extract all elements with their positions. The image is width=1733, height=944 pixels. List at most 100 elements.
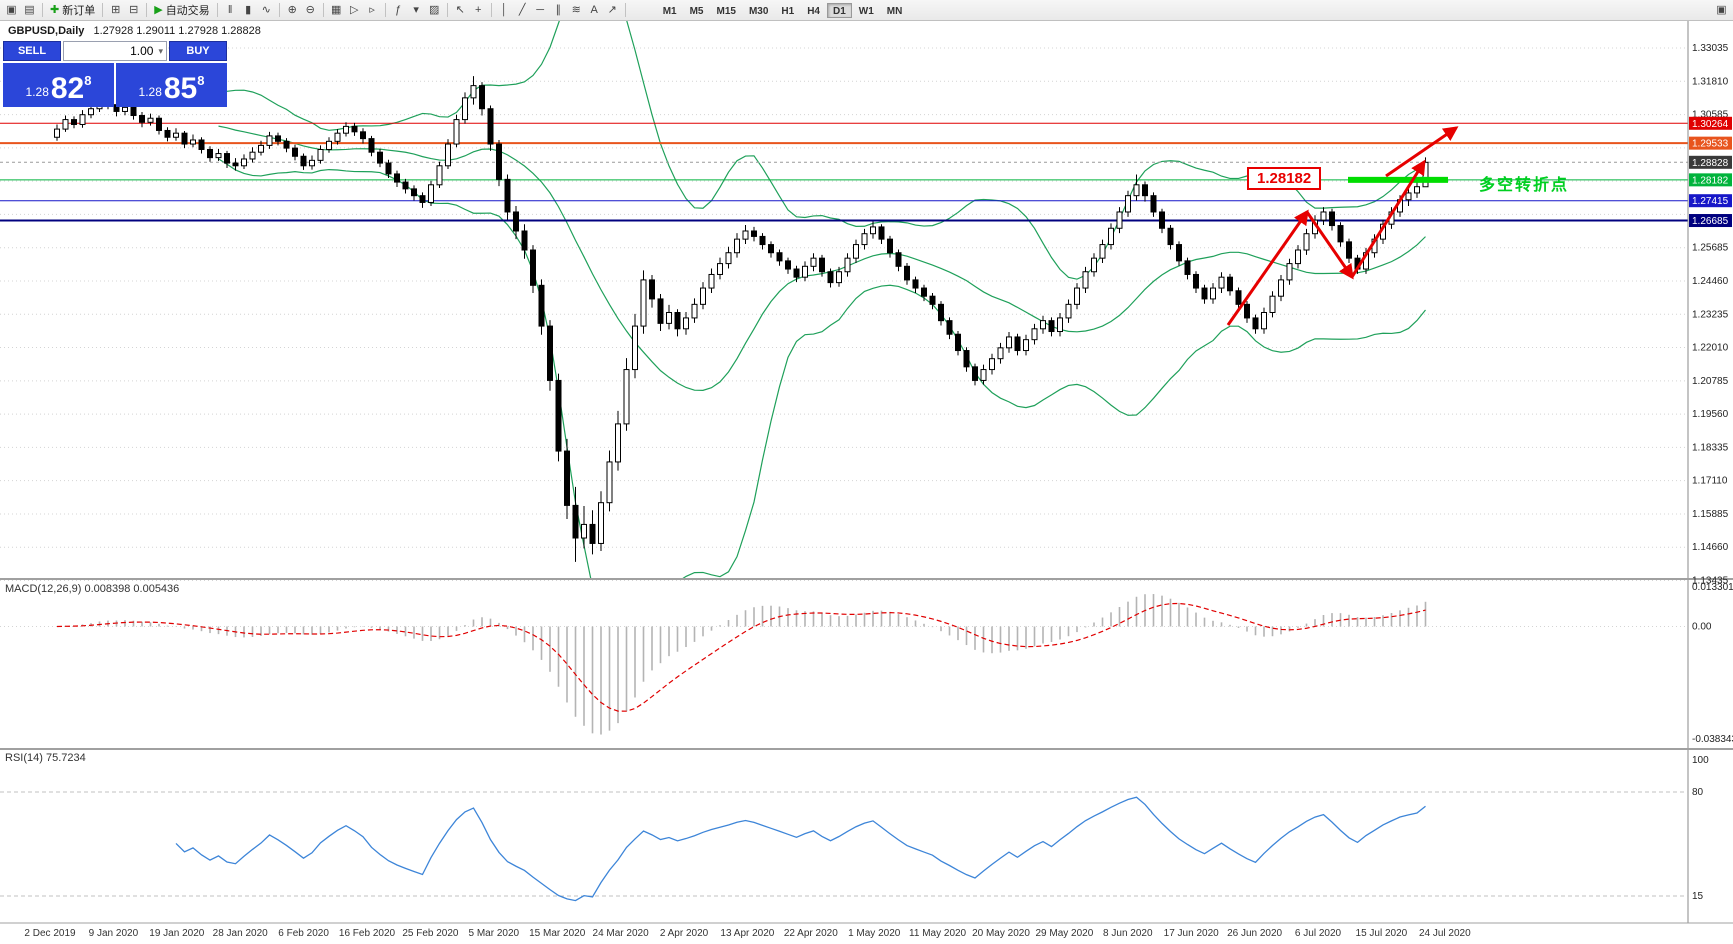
svg-text:1.28828: 1.28828	[1692, 158, 1729, 169]
vertical-line-icon: │	[500, 3, 508, 16]
bid-price-prefix: 1.28	[25, 85, 49, 99]
trendline-icon[interactable]: ╱	[514, 2, 531, 19]
svg-text:28 Jan 2020: 28 Jan 2020	[213, 928, 268, 939]
profiles-icon[interactable]: ▤	[21, 2, 38, 19]
trend-arrow[interactable]	[1385, 126, 1459, 178]
toolbar-separator	[102, 3, 104, 17]
cursor-icon[interactable]: ↖	[452, 2, 469, 19]
fibonacci-icon: ≋	[571, 3, 581, 16]
toolbar-separator	[216, 3, 218, 17]
ask-price-pips: 8	[197, 73, 205, 88]
indicators-icon[interactable]: ƒ	[390, 2, 407, 19]
chart-shift-icon[interactable]: ▹	[364, 2, 381, 19]
price-level-badge	[1689, 116, 1732, 130]
svg-text:1.13435: 1.13435	[1692, 576, 1729, 587]
svg-text:1.23235: 1.23235	[1692, 309, 1729, 320]
fibonacci-icon[interactable]: ≋	[568, 2, 585, 19]
chart-window-icon: ▣	[6, 3, 17, 16]
tile-windows-icon[interactable]: ▦	[328, 2, 345, 19]
price-annotation-label[interactable]: 1.28182	[1247, 167, 1322, 190]
timeframe-m15[interactable]: M15	[711, 3, 742, 18]
svg-text:13 Apr 2020: 13 Apr 2020	[720, 928, 774, 939]
new-order-button-label: 新订单	[62, 5, 96, 17]
svg-text:11 May 2020: 11 May 2020	[909, 928, 967, 939]
svg-text:6 Jul 2020: 6 Jul 2020	[1295, 928, 1342, 939]
fullscreen-icon[interactable]: ▣	[1713, 2, 1730, 19]
sell-price-panel[interactable]: 1.28 82 8	[3, 63, 114, 107]
timeframe-m30[interactable]: M30	[743, 3, 774, 18]
volume-field[interactable]: ▾	[63, 41, 167, 61]
svg-text:5 Mar 2020: 5 Mar 2020	[469, 928, 520, 939]
periods-dropdown-icon[interactable]: ▾	[408, 2, 425, 19]
timeframe-mn[interactable]: MN	[881, 3, 909, 18]
templates-icon[interactable]: ▨	[426, 2, 443, 19]
crosshair-icon[interactable]: +	[470, 2, 487, 19]
zoom-in-icon: ⊕	[287, 3, 297, 16]
volume-input[interactable]	[64, 44, 156, 58]
timeframe-w1[interactable]: W1	[853, 3, 880, 18]
turning-point-note[interactable]: 多空转折点	[1479, 177, 1570, 194]
bar-chart-icon: ǁ	[227, 3, 233, 16]
channel-icon: ∥	[555, 3, 561, 16]
timeframe-h1[interactable]: H1	[775, 3, 800, 18]
periods-dropdown-icon: ▾	[413, 3, 419, 16]
strategy-tester-icon[interactable]: ⊟	[125, 2, 142, 19]
ask-price-big: 85	[163, 72, 198, 105]
toolbar-separator	[490, 3, 492, 17]
svg-text:1.17110: 1.17110	[1692, 476, 1728, 487]
zoom-out-icon: ⊖	[305, 3, 315, 16]
volume-dropdown-icon[interactable]: ▾	[158, 45, 163, 56]
toolbar-separator	[146, 3, 148, 17]
toolbar-separator	[624, 3, 626, 17]
svg-text:2 Apr 2020: 2 Apr 2020	[660, 928, 709, 939]
tile-windows-icon: ▦	[330, 3, 342, 16]
support-highlight-segment[interactable]	[1348, 176, 1448, 183]
trend-arrow[interactable]	[1305, 211, 1354, 280]
buy-price-panel[interactable]: 1.28 85 8	[116, 63, 227, 107]
channel-icon[interactable]: ∥	[550, 2, 567, 19]
timeframe-m5[interactable]: M5	[684, 3, 710, 18]
line-chart-icon: ∿	[261, 3, 271, 16]
svg-text:15 Jul 2020: 15 Jul 2020	[1356, 928, 1408, 939]
sell-button[interactable]: SELL	[3, 41, 61, 61]
svg-text:1 May 2020: 1 May 2020	[848, 928, 901, 939]
svg-text:1.31810: 1.31810	[1692, 76, 1729, 87]
svg-text:1.19560: 1.19560	[1692, 409, 1729, 420]
svg-text:1.24460: 1.24460	[1692, 276, 1729, 287]
buy-button[interactable]: BUY	[169, 41, 227, 61]
auto-scroll-icon[interactable]: ▷	[346, 2, 363, 19]
arrows-icon[interactable]: ↗	[604, 2, 621, 19]
toolbar-separator	[384, 3, 386, 17]
price-level-badge	[1689, 136, 1732, 150]
price-level-badge	[1689, 214, 1732, 228]
candlestick-chart-icon[interactable]: ▮	[240, 2, 257, 19]
horizontal-line-icon: ─	[536, 3, 545, 16]
terminal-icon[interactable]: ⊞	[107, 2, 124, 19]
zoom-in-icon[interactable]: ⊕	[284, 2, 301, 19]
trend-arrow[interactable]	[1226, 209, 1309, 326]
svg-text:1.14660: 1.14660	[1692, 542, 1729, 553]
new-order-button[interactable]: ✚ 新订单	[47, 2, 98, 19]
timeframe-d1[interactable]: D1	[827, 2, 852, 18]
svg-text:1.22010: 1.22010	[1692, 343, 1729, 354]
chart-window-icon[interactable]: ▣	[3, 2, 20, 19]
timeframe-h4[interactable]: H4	[801, 3, 826, 18]
candlesticks	[54, 76, 1429, 562]
timeframe-m1[interactable]: M1	[657, 3, 683, 18]
text-label-icon[interactable]: A	[586, 2, 603, 19]
trend-arrow[interactable]	[1350, 159, 1426, 278]
autotrading-button[interactable]: ▶ 自动交易	[151, 2, 212, 19]
line-chart-icon[interactable]: ∿	[258, 2, 275, 19]
fullscreen-icon: ▣	[1716, 3, 1727, 16]
arrows-icon: ↗	[607, 3, 617, 16]
bid-price-big: 82	[50, 72, 85, 105]
rsi-indicator-title: RSI(14) 75.7234	[5, 752, 86, 764]
horizontal-line-icon[interactable]: ─	[532, 2, 549, 19]
vertical-line-icon[interactable]: │	[496, 2, 513, 19]
svg-text:80: 80	[1692, 787, 1704, 798]
svg-text:8 Jun 2020: 8 Jun 2020	[1103, 928, 1153, 939]
toolbar-separator	[42, 3, 43, 17]
zoom-out-icon[interactable]: ⊖	[302, 2, 319, 19]
bar-chart-icon[interactable]: ǁ	[222, 2, 239, 19]
